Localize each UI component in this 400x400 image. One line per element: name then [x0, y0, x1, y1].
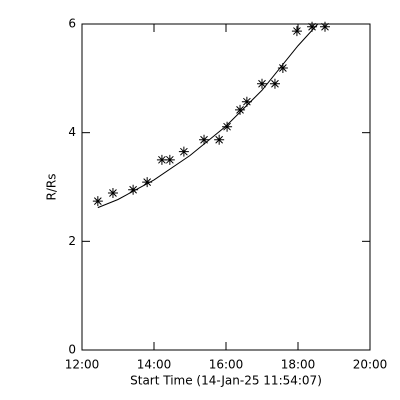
x-tick-label: 12:00: [65, 358, 100, 372]
asterisk-point: [156, 154, 167, 165]
y-tick-label: 6: [68, 17, 76, 31]
y-tick-label: 0: [68, 343, 76, 357]
asterisk-point: [269, 78, 280, 89]
y-axis-label: R/Rs: [45, 174, 59, 201]
asterisk-point: [107, 187, 118, 198]
asterisk-point: [277, 63, 288, 74]
asterisk-point: [199, 134, 210, 145]
x-tick-label: 18:00: [281, 358, 316, 372]
x-tick-label: 14:00: [137, 358, 172, 372]
x-axis-label: Start Time (14-Jan-25 11:54:07): [130, 374, 322, 388]
asterisk-point: [142, 177, 153, 188]
asterisk-point: [307, 21, 318, 32]
asterisk-point: [235, 104, 246, 115]
plot-frame: [81, 23, 371, 351]
y-tick-label: 4: [68, 125, 76, 139]
x-tick-label: 20:00: [353, 358, 388, 372]
asterisk-point: [164, 154, 175, 165]
fit-line: [97, 23, 319, 209]
x-tick-label: 16:00: [209, 358, 244, 372]
asterisk-point: [128, 184, 139, 195]
asterisk-point: [320, 21, 330, 32]
asterisk-point: [92, 196, 103, 207]
asterisk-point: [222, 121, 233, 132]
asterisk-point: [257, 78, 267, 89]
asterisk-point: [178, 146, 189, 157]
asterisk-point: [241, 96, 252, 107]
y-tick-label: 2: [68, 234, 76, 248]
asterisk-point: [214, 134, 225, 145]
asterisk-point: [291, 26, 302, 37]
